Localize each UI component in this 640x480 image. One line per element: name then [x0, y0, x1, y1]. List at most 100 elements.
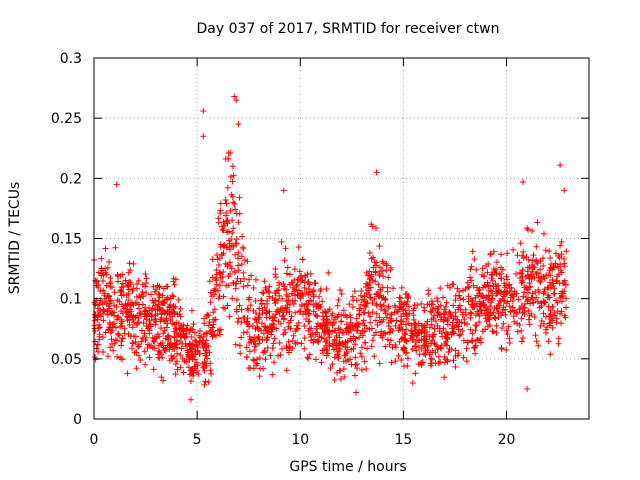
data-point — [530, 252, 537, 259]
data-point — [443, 342, 450, 349]
data-point — [539, 275, 546, 282]
data-point — [464, 284, 471, 291]
data-point — [373, 169, 380, 176]
data-point — [460, 296, 467, 303]
data-point — [281, 257, 288, 264]
data-point — [230, 172, 237, 179]
data-point — [227, 207, 234, 214]
data-point — [123, 292, 130, 299]
data-point — [467, 309, 474, 316]
data-point — [518, 270, 525, 277]
data-point — [212, 286, 219, 293]
data-point — [229, 178, 236, 185]
data-point — [527, 283, 534, 290]
data-point — [100, 287, 107, 294]
data-point — [376, 243, 383, 250]
data-point — [371, 353, 378, 360]
data-point — [112, 324, 119, 331]
data-point — [272, 290, 279, 297]
data-point — [244, 305, 251, 312]
data-point — [223, 244, 230, 251]
data-point — [537, 279, 544, 286]
data-point — [319, 322, 326, 329]
data-point — [161, 299, 168, 306]
data-point — [490, 328, 497, 335]
data-point — [325, 269, 332, 276]
data-point — [520, 178, 526, 185]
data-point — [421, 304, 428, 311]
data-point — [324, 347, 331, 354]
data-point — [177, 364, 184, 371]
data-point — [489, 295, 496, 302]
data-point — [526, 321, 533, 328]
data-point — [306, 289, 313, 296]
data-point — [369, 277, 376, 284]
data-point — [368, 343, 375, 350]
data-point — [467, 326, 474, 333]
data-point — [503, 300, 510, 307]
data-point — [284, 264, 291, 271]
data-point — [318, 359, 325, 366]
data-point — [525, 316, 532, 323]
data-point — [213, 281, 220, 288]
data-point — [557, 242, 564, 249]
data-point — [470, 282, 477, 289]
data-point — [549, 317, 556, 324]
data-point — [158, 374, 165, 381]
data-point — [547, 307, 554, 314]
data-point — [249, 322, 256, 329]
data-point — [294, 325, 301, 332]
data-point — [547, 351, 554, 358]
data-point — [380, 273, 387, 280]
data-point — [205, 322, 212, 329]
data-point — [271, 335, 278, 342]
data-point — [256, 337, 263, 344]
data-point — [293, 326, 300, 333]
data-point — [540, 320, 547, 327]
data-point — [325, 320, 332, 327]
data-point — [366, 291, 373, 298]
data-point — [153, 286, 160, 293]
data-point — [553, 277, 560, 284]
data-point — [537, 258, 544, 265]
data-point — [394, 308, 401, 315]
data-point — [286, 343, 293, 350]
data-point — [223, 212, 230, 219]
data-point — [96, 331, 103, 338]
data-point — [125, 296, 132, 303]
data-point — [296, 268, 303, 275]
data-point — [250, 284, 257, 291]
data-point — [269, 371, 276, 378]
data-point — [443, 299, 450, 306]
data-point — [209, 274, 216, 281]
data-point — [363, 269, 370, 276]
data-point — [297, 290, 304, 297]
data-point — [304, 354, 311, 361]
data-point — [356, 311, 363, 318]
data-point — [232, 268, 239, 275]
data-point — [545, 303, 552, 310]
data-point — [425, 287, 432, 294]
data-point — [426, 351, 433, 358]
data-point — [220, 227, 227, 234]
data-point — [361, 328, 368, 335]
data-point — [331, 354, 338, 361]
data-point — [276, 339, 283, 346]
data-point — [553, 297, 560, 304]
data-point — [269, 295, 276, 302]
data-point — [103, 282, 110, 289]
data-point — [444, 321, 451, 328]
data-point — [175, 296, 182, 303]
data-point — [95, 305, 102, 312]
data-point — [369, 223, 376, 230]
data-point — [523, 284, 530, 291]
data-point — [205, 379, 212, 386]
data-point — [118, 308, 125, 315]
data-point — [395, 327, 402, 334]
data-point — [227, 271, 234, 278]
data-point — [550, 280, 557, 287]
data-point — [116, 298, 123, 305]
data-point — [142, 270, 149, 277]
data-point — [336, 346, 343, 353]
data-point — [106, 300, 113, 307]
